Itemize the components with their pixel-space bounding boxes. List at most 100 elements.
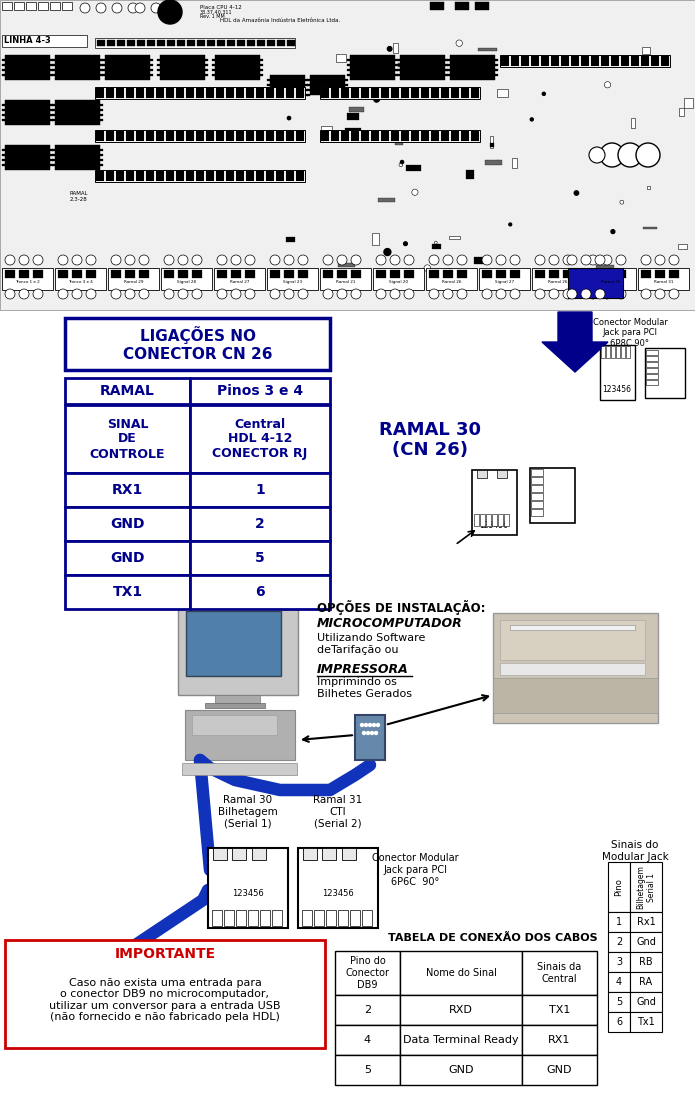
Bar [630, 1012, 662, 1032]
Bar [257, 39, 265, 46]
Bar [205, 69, 208, 71]
Circle shape [363, 731, 366, 734]
Text: RX1: RX1 [112, 483, 143, 496]
Bar [648, 185, 650, 190]
Bar [108, 269, 159, 290]
Bar [279, 273, 296, 275]
Bar [296, 132, 304, 141]
Bar [33, 270, 43, 278]
Text: Conector Modular
Jack para PCI
6P8C 90°: Conector Modular Jack para PCI 6P8C 90° [593, 318, 667, 347]
Bar [568, 269, 623, 298]
Text: 123456: 123456 [232, 889, 264, 898]
Bar [266, 171, 274, 181]
Bar [457, 270, 467, 278]
Bar [630, 992, 662, 1012]
Bar [498, 514, 503, 526]
Bar [581, 56, 589, 66]
Circle shape [72, 255, 82, 265]
Circle shape [361, 723, 363, 727]
Circle shape [496, 160, 500, 163]
Circle shape [600, 142, 624, 167]
Circle shape [192, 289, 202, 299]
Circle shape [111, 289, 121, 299]
Bar [52, 159, 55, 161]
Bar [406, 164, 421, 171]
Circle shape [33, 255, 43, 265]
Circle shape [669, 289, 679, 299]
Bar [26, 2, 36, 10]
Bar [206, 88, 214, 98]
Bar [541, 56, 549, 66]
Bar [106, 171, 114, 181]
Circle shape [526, 275, 531, 281]
Bar [345, 84, 348, 85]
Bar [646, 356, 658, 361]
Text: Placa CPU 4-12: Placa CPU 4-12 [200, 5, 242, 10]
Bar [512, 158, 516, 168]
Text: GND: GND [448, 1065, 474, 1075]
Text: GND: GND [111, 551, 145, 566]
Bar [391, 132, 399, 141]
Circle shape [412, 190, 418, 195]
Bar [2, 104, 5, 106]
Circle shape [231, 255, 241, 265]
Bar [187, 39, 195, 46]
Bar [511, 56, 519, 66]
Circle shape [376, 255, 386, 265]
Bar [260, 64, 263, 66]
Bar [226, 132, 234, 141]
Bar [641, 56, 649, 66]
Circle shape [429, 289, 439, 299]
Bar [166, 88, 174, 98]
Bar [58, 270, 68, 278]
Bar [496, 270, 506, 278]
Bar [260, 910, 270, 926]
Bar [267, 39, 275, 46]
Bar [355, 715, 385, 760]
Bar [246, 132, 254, 141]
Bar [38, 2, 48, 10]
Text: OPÇÕES DE INSTALAÇÃO:: OPÇÕES DE INSTALAÇÃO: [317, 600, 486, 615]
Bar [651, 56, 659, 66]
Bar [146, 88, 154, 98]
Bar [443, 270, 453, 278]
Text: 6: 6 [616, 1017, 622, 1027]
Bar [208, 848, 288, 928]
Bar [455, 2, 469, 10]
Circle shape [390, 289, 400, 299]
Bar [630, 118, 635, 127]
Bar [305, 84, 308, 85]
Bar [395, 75, 398, 76]
Bar [167, 39, 175, 46]
Text: RA: RA [639, 977, 653, 987]
Bar [50, 155, 53, 156]
Bar [102, 75, 105, 76]
Bar [305, 79, 308, 81]
Bar [497, 89, 508, 98]
Bar [178, 270, 188, 278]
Bar [430, 2, 444, 10]
Bar [611, 346, 615, 358]
Text: 2: 2 [255, 517, 265, 530]
Bar [111, 270, 121, 278]
Text: Rx1: Rx1 [637, 917, 655, 927]
Bar [551, 56, 559, 66]
Text: Ramal 26: Ramal 26 [548, 279, 567, 284]
Bar [475, 2, 489, 10]
Circle shape [434, 241, 437, 244]
Bar [139, 270, 149, 278]
Circle shape [636, 142, 660, 167]
Circle shape [298, 289, 308, 299]
Text: RB: RB [639, 957, 653, 967]
Bar [2, 109, 5, 111]
Circle shape [641, 255, 651, 265]
Circle shape [192, 255, 202, 265]
Bar [532, 269, 583, 290]
Text: LIGAÇÕES NO
CONECTOR CN 26: LIGAÇÕES NO CONECTOR CN 26 [123, 327, 272, 362]
Bar [226, 88, 234, 98]
Circle shape [19, 289, 29, 299]
Text: Data Terminal Ready: Data Terminal Ready [403, 1035, 518, 1044]
Circle shape [669, 255, 679, 265]
Bar [588, 270, 598, 278]
Bar [345, 128, 361, 137]
